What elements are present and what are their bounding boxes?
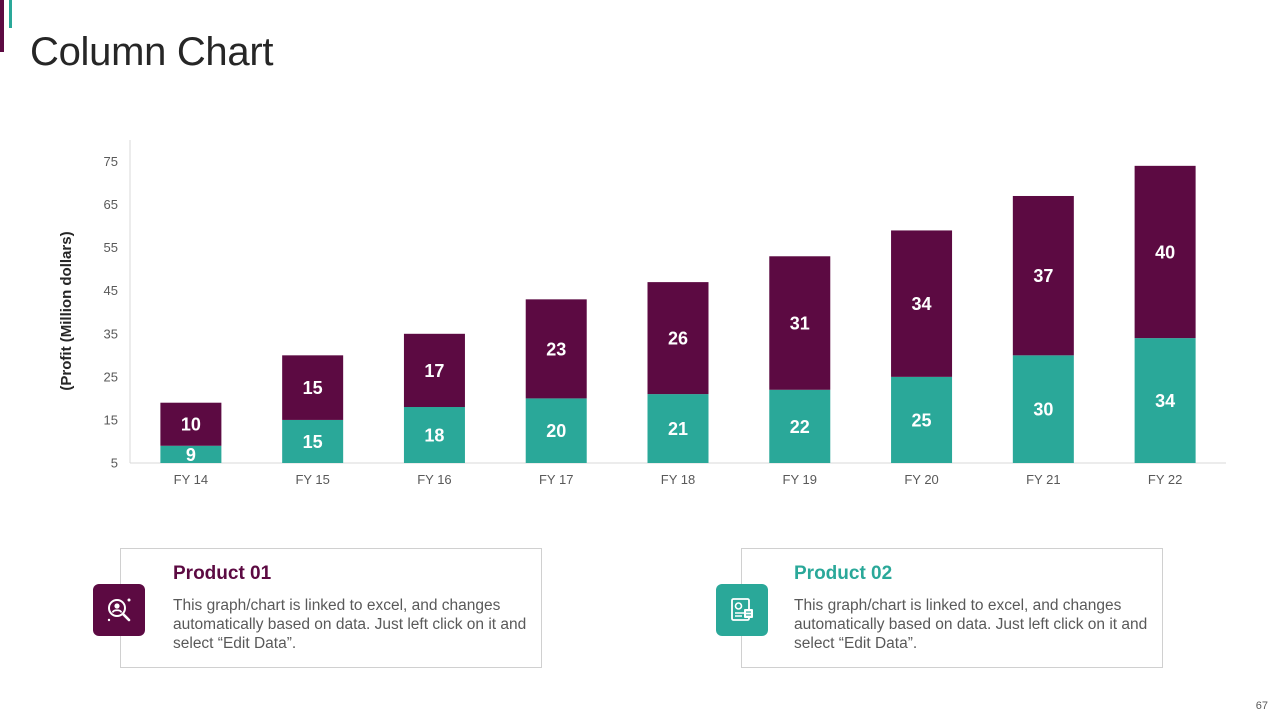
- bar-value-label: 22: [790, 417, 810, 437]
- bar-product-02-fy-18[interactable]: [647, 394, 709, 463]
- bar-product-02-fy-17[interactable]: [525, 398, 587, 463]
- x-tick-label: FY 14: [174, 472, 208, 487]
- bar-product-02-fy-15[interactable]: [282, 419, 344, 463]
- bar-value-label: 23: [546, 339, 566, 359]
- chart-bars[interactable]: 9 10 15 15 18 17 20 23 21 26 22 31 25 34 30 37 34 40: [160, 165, 1196, 465]
- y-tick-label: 65: [104, 197, 118, 212]
- bar-value-label: 17: [424, 361, 444, 381]
- y-tick-label: 15: [104, 412, 118, 427]
- column-chart: (Profit (Million dollars) 5 15 25 35 45 55 65 7…: [58, 140, 1226, 487]
- bar-value-label: 31: [790, 314, 810, 334]
- x-tick-label: FY 16: [417, 472, 451, 487]
- x-tick-label: FY 21: [1026, 472, 1060, 487]
- bar-value-label: 15: [303, 432, 323, 452]
- product-02-title: Product 02: [794, 563, 893, 584]
- search-person-icon: [93, 584, 145, 636]
- bar-value-label: 18: [424, 426, 444, 446]
- bar-product-02-fy-16[interactable]: [403, 407, 465, 463]
- bar-product-01-fy-20[interactable]: [891, 230, 953, 377]
- bar-value-label: 21: [668, 419, 688, 439]
- bar-product-01-fy-22[interactable]: [1134, 165, 1196, 339]
- x-tick-label: FY 17: [539, 472, 573, 487]
- bar-value-label: 10: [181, 415, 201, 435]
- bar-value-label: 26: [668, 329, 688, 349]
- product-01-card: Product 01 This graph/chart is linked to…: [120, 548, 542, 668]
- bar-value-label: 34: [912, 294, 932, 314]
- bar-product-02-fy-22[interactable]: [1134, 338, 1196, 463]
- y-tick-label: 75: [104, 154, 118, 169]
- y-tick-label: 35: [104, 326, 118, 341]
- bar-value-label: 20: [546, 421, 566, 441]
- page-number: 67: [1255, 700, 1268, 712]
- bar-product-02-fy-20[interactable]: [891, 376, 953, 463]
- y-axis-label-group: (Profit (Million dollars): [58, 231, 75, 390]
- x-axis-ticks: FY 14 FY 15 FY 16 FY 17 FY 18 FY 19 FY 20 FY 21…: [174, 472, 1183, 487]
- x-tick-label: FY 19: [783, 472, 817, 487]
- x-tick-label: FY 20: [904, 472, 938, 487]
- bar-product-02-fy-14[interactable]: [160, 445, 222, 463]
- y-tick-label: 25: [104, 369, 118, 384]
- product-02-card: Product 02 This graph/chart is linked to…: [741, 548, 1163, 668]
- x-tick-label: FY 18: [661, 472, 695, 487]
- bar-value-label: 9: [186, 445, 196, 465]
- bar-value-label: 40: [1155, 242, 1175, 262]
- y-tick-label: 5: [111, 456, 118, 471]
- title-accent-bar: [0, 0, 4, 52]
- y-tick-label: 45: [104, 283, 118, 298]
- bar-product-01-fy-21[interactable]: [1012, 195, 1074, 356]
- bar-product-01-fy-14[interactable]: [160, 402, 222, 446]
- document-profile-icon: [716, 584, 768, 636]
- bar-product-01-fy-16[interactable]: [403, 333, 465, 408]
- bar-value-label: 37: [1033, 266, 1053, 286]
- page-title: Column Chart: [30, 30, 274, 74]
- bar-value-label: 30: [1033, 400, 1053, 420]
- bar-product-02-fy-21[interactable]: [1012, 355, 1074, 463]
- product-01-description: This graph/chart is linked to excel, and…: [173, 597, 527, 652]
- y-axis-ticks: 5 15 25 35 45 55 65 75: [104, 154, 118, 470]
- x-tick-label: FY 15: [295, 472, 329, 487]
- x-tick-label: FY 22: [1148, 472, 1182, 487]
- y-axis-label: (Profit (Million dollars): [58, 231, 75, 390]
- bar-product-01-fy-17[interactable]: [525, 299, 587, 399]
- bar-product-01-fy-15[interactable]: [282, 355, 344, 420]
- product-02-description: This graph/chart is linked to excel, and…: [794, 597, 1148, 652]
- bar-value-label: 25: [912, 410, 932, 430]
- bar-value-label: 34: [1155, 391, 1175, 411]
- bar-product-01-fy-18[interactable]: [647, 282, 709, 395]
- bar-product-01-fy-19[interactable]: [769, 256, 831, 390]
- title-accent-bar-secondary: [9, 0, 12, 28]
- product-01-title: Product 01: [173, 563, 272, 584]
- bar-value-label: 15: [303, 378, 323, 398]
- y-tick-label: 55: [104, 240, 118, 255]
- bar-product-02-fy-19[interactable]: [769, 389, 831, 463]
